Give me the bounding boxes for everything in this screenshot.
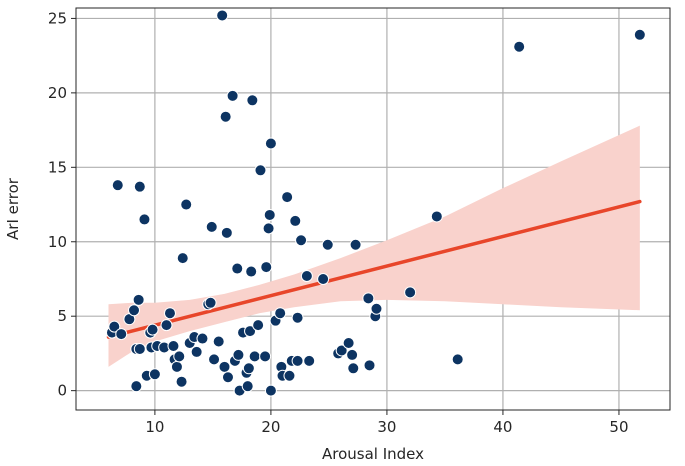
data-point [349, 238, 362, 251]
data-point [346, 348, 359, 361]
data-point [218, 360, 231, 373]
data-point [115, 328, 128, 341]
x-tick-label: 30 [377, 418, 396, 436]
data-point [513, 40, 526, 53]
data-point [232, 348, 245, 361]
x-tick-label: 50 [609, 418, 628, 436]
data-point [430, 210, 443, 223]
data-point [263, 208, 276, 221]
data-point [241, 380, 254, 393]
data-points [105, 9, 646, 397]
data-point [128, 304, 141, 317]
data-point [335, 344, 348, 357]
data-point [146, 323, 159, 336]
data-point [248, 350, 261, 363]
data-point [363, 359, 376, 372]
data-point [264, 137, 277, 150]
y-tick-label: 20 [48, 84, 67, 102]
data-point [259, 350, 272, 363]
data-point [303, 354, 316, 367]
data-point [347, 362, 360, 375]
data-point [451, 353, 464, 366]
data-point [216, 9, 229, 22]
data-point [130, 380, 143, 393]
data-point [220, 226, 233, 239]
data-point [262, 222, 275, 235]
data-point [295, 234, 308, 247]
data-point [281, 191, 294, 204]
data-point [300, 270, 313, 282]
data-point [264, 384, 277, 397]
data-point [633, 28, 646, 41]
x-axis-label: Arousal Index [322, 445, 424, 463]
data-point [291, 311, 304, 324]
x-tick-label: 10 [145, 418, 164, 436]
regression-line-layer [106, 199, 642, 339]
data-point [133, 180, 146, 193]
y-tick-label: 0 [57, 382, 67, 400]
data-point [321, 238, 334, 251]
data-point [205, 220, 218, 233]
data-point [252, 319, 265, 332]
data-point [289, 214, 302, 227]
data-point [226, 89, 239, 102]
confidence-band-layer [108, 125, 640, 367]
data-point [254, 164, 267, 177]
data-point [362, 292, 375, 305]
data-point [108, 320, 121, 333]
data-point [212, 335, 225, 348]
y-tick-label: 10 [48, 233, 67, 251]
data-point [231, 262, 244, 275]
data-point [245, 265, 258, 278]
data-point [133, 342, 146, 355]
data-point [291, 354, 304, 367]
data-point [148, 368, 161, 381]
data-point [167, 339, 180, 352]
data-point [404, 286, 417, 299]
plot-frame [75, 7, 671, 411]
x-tick-label: 40 [493, 418, 512, 436]
data-point [246, 94, 259, 107]
y-tick-label: 25 [48, 9, 67, 27]
data-point [342, 337, 355, 349]
data-point [244, 325, 257, 338]
data-point [138, 213, 151, 226]
data-point [163, 307, 176, 320]
data-point [370, 302, 383, 315]
data-point [219, 110, 232, 123]
data-point [173, 350, 186, 363]
x-tick-label: 20 [261, 418, 280, 436]
y-tick-label: 15 [48, 158, 67, 176]
data-point [196, 332, 209, 345]
data-point [180, 198, 193, 211]
data-point [111, 179, 124, 192]
confidence-band [108, 125, 640, 367]
data-point [274, 307, 287, 320]
data-point [242, 362, 255, 375]
regression-line [106, 199, 642, 339]
data-point [190, 345, 203, 358]
data-point [160, 319, 173, 332]
y-tick-label: 5 [57, 307, 67, 325]
data-point [283, 369, 296, 382]
data-point [221, 371, 234, 384]
data-point [175, 375, 188, 388]
data-point [176, 252, 189, 265]
tick-layer: 10 20 30 40 50 0 5 10 15 20 25 [48, 9, 629, 436]
data-point [204, 296, 217, 309]
data-point [260, 261, 273, 274]
data-point [317, 272, 330, 285]
y-axis-label: ArI error [4, 177, 22, 240]
data-point [170, 360, 183, 373]
data-point [208, 353, 221, 366]
data-point [132, 293, 145, 306]
